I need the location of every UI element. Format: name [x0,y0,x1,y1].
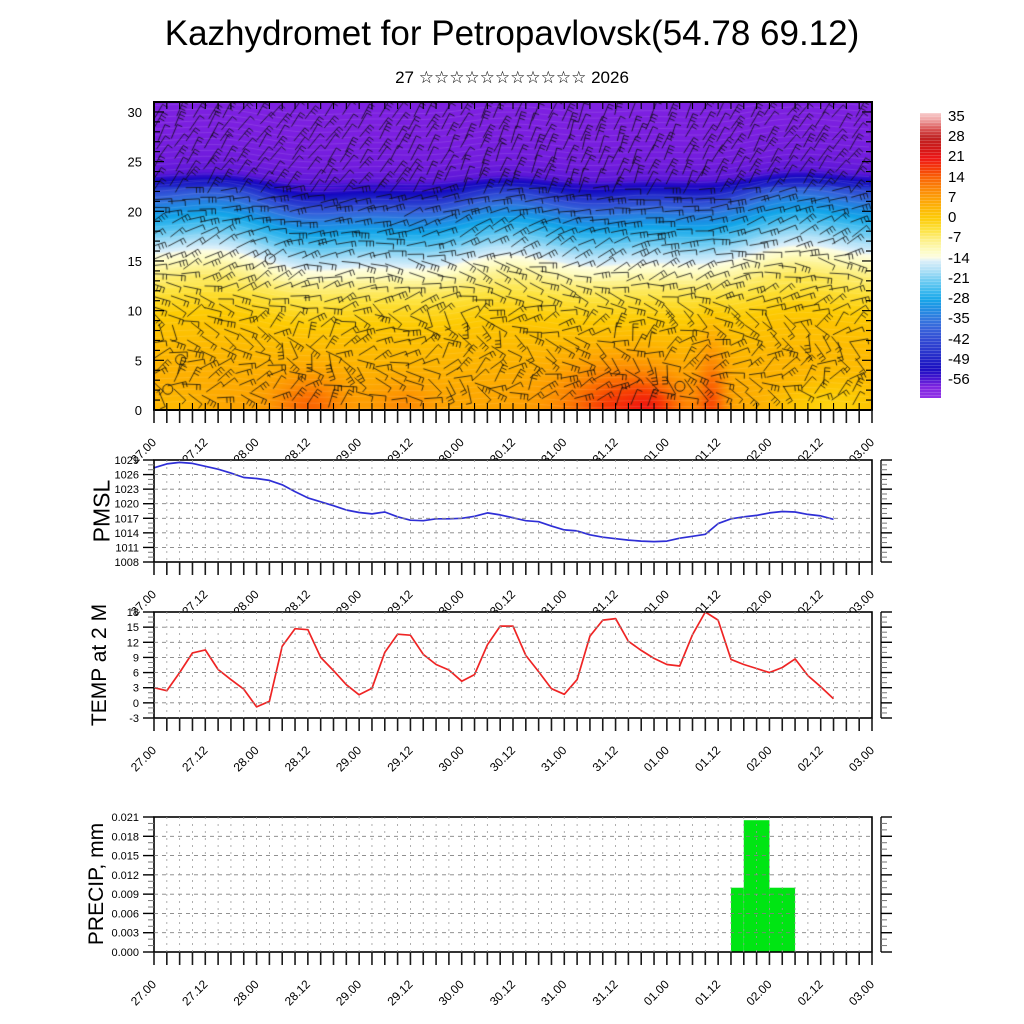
temperature-colorbar [920,113,941,398]
y-tick-label: 18 [127,607,139,619]
y-tick-label: 9 [133,652,139,664]
y-tick-label: 15 [127,622,139,634]
x-tick-label: 02.12 [795,977,826,1008]
y-tick-label: 1020 [115,499,139,511]
x-tick-label: 01.00 [641,977,672,1008]
colorbar-tick-label: 14 [948,168,965,186]
colorbar-tick-label: -7 [948,229,962,247]
x-tick-label: 27.00 [128,743,159,774]
colorbar-tick-label: 7 [948,188,957,206]
y-tick-label: 0.006 [111,908,139,920]
y-tick-label: 1026 [115,470,139,482]
y-tick-label: 1011 [115,542,139,554]
x-tick-label: 31.00 [538,977,569,1008]
x-tick-label: 02.00 [743,743,774,774]
xsec-y-tick-label: 30 [128,105,142,120]
colorbar-tick-label: 35 [948,108,965,125]
x-tick-label: 27.00 [128,977,159,1008]
precip-panel: 0.000 0.003 0.006 0.009 0.012 0.015 0.018 0.021… [111,812,892,1008]
colorbar-tick-label: -14 [948,249,970,267]
x-tick-label: 01.00 [641,743,672,774]
y-tick-label: 0.018 [111,831,139,843]
y-tick-label: 1029 [115,455,139,467]
y-tick-label: -3 [129,713,139,725]
colorbar-tick-label: 21 [948,148,965,166]
x-tick-label: 01.12 [692,977,723,1008]
y-tick-label: 1017 [115,513,139,525]
cross-section-field [155,103,872,409]
temp-axis-title: TEMP at 2 M [88,603,111,727]
page-title: Kazhydromet for Petropavlovsk(54.78 69.1… [164,14,860,53]
grid-precip-panel [154,817,872,952]
temp-panel-series [153,611,835,708]
x-tick-label: 30.00 [436,743,467,774]
x-tick-label: 03.00 [846,743,877,774]
colorbar-tick-label: -49 [948,350,970,368]
colorbar-tick-label: -42 [948,330,970,348]
x-tick-label: 02.12 [795,743,826,774]
y-tick-label: 0.009 [111,889,139,901]
y-tick-label: 0.003 [111,928,139,940]
xsec-y-tick-label: 15 [128,254,142,269]
x-tick-label: 31.00 [538,743,569,774]
xsec-y-tick-label: 0 [135,403,142,418]
y-tick-label: 0.000 [111,947,139,959]
xsec-y-tick-label: 25 [128,155,142,170]
x-tick-label: 28.00 [231,977,262,1008]
x-tick-label: 29.00 [333,977,364,1008]
y-tick-label: 0 [133,698,139,710]
page-subtitle: 27 ☆☆☆☆☆☆☆☆☆☆☆ 2026 [395,68,629,87]
y-tick-label: 0.015 [111,851,139,863]
x-tick-label: 30.12 [487,743,518,774]
x-tick-label: 28.12 [282,743,313,774]
y-tick-label: 1023 [115,484,139,496]
precip-panel-bar [769,887,796,952]
colorbar-tick-label: -56 [948,370,970,388]
x-tick-label: 01.12 [692,743,723,774]
precip-axis-title: PRECIP, mm [85,822,108,946]
y-tick-label: 0.021 [111,812,139,824]
x-tick-label: 02.00 [743,977,774,1008]
colorbar-tick-label: -21 [948,269,970,287]
xsec-y-tick-label: 5 [135,353,142,368]
x-tick-label: 27.12 [179,743,210,774]
y-tick-label: 1014 [115,528,139,540]
x-tick-label: 27.12 [179,977,210,1008]
colorbar-tick-label: -35 [948,310,970,328]
x-tick-label: 31.12 [590,977,621,1008]
colorbar-tick-label: 28 [948,128,965,146]
x-tick-label: 28.12 [282,977,313,1008]
grid-pmsl-panel [154,460,872,562]
x-tick-label: 31.12 [590,743,621,774]
x-tick-label: 03.00 [846,977,877,1008]
pmsl-panel-series [153,461,834,543]
y-tick-label: 6 [133,668,139,680]
x-tick-label: 29.12 [384,977,415,1008]
x-tick-label: 28.00 [231,743,262,774]
y-tick-label: 1008 [115,557,139,569]
colorbar-tick-label: 0 [948,209,957,227]
colorbar-tick-label: -28 [948,290,970,308]
y-tick-label: 0.012 [111,870,139,882]
x-tick-label: 30.12 [487,977,518,1008]
y-tick-label: 12 [127,637,139,649]
x-tick-label: 29.00 [333,743,364,774]
precip-panel-bar [730,887,744,952]
xsec-y-tick-label: 20 [128,204,142,219]
x-tick-label: 30.00 [436,977,467,1008]
xsec-y-tick-label: 10 [128,304,142,319]
y-tick-label: 3 [133,683,139,695]
temp-panel: -3 0 3 6 9 12 15 18 27.00 27.12 28.00 28.12 29.00 29.… [127,607,892,774]
x-tick-label: 29.12 [384,743,415,774]
pmsl-axis-title: PMSL [88,479,115,543]
